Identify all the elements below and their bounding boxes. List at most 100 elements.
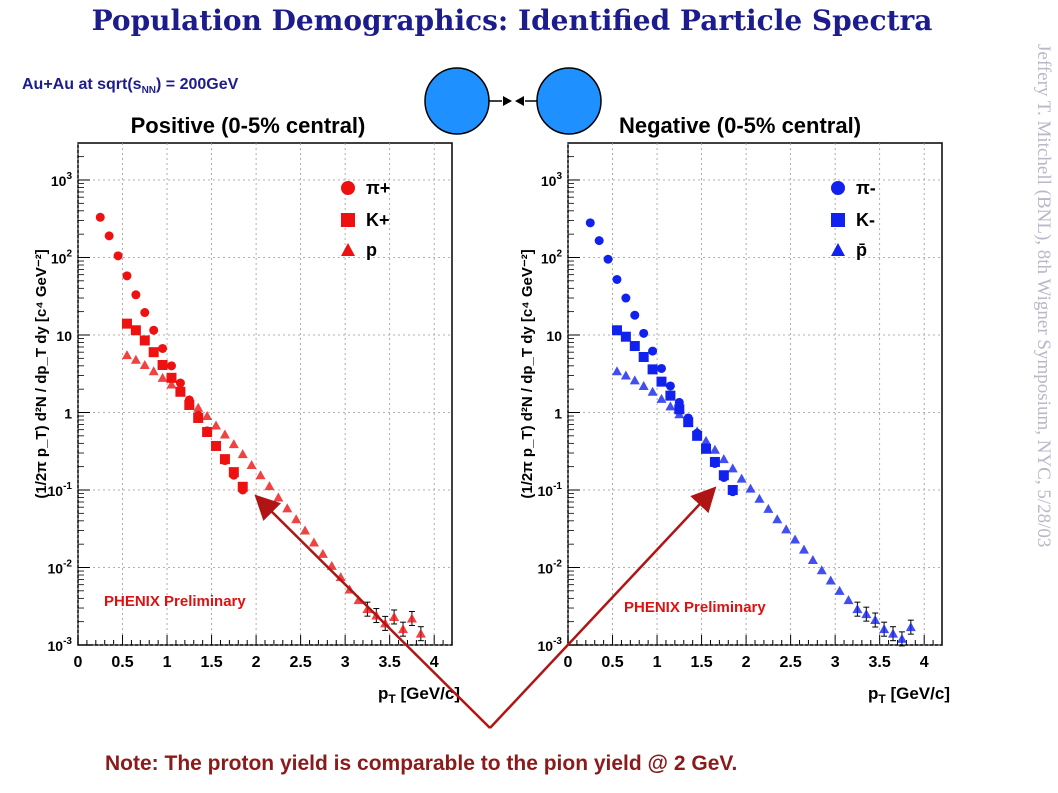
data-point-triangle bbox=[362, 604, 373, 614]
data-point-circle bbox=[665, 381, 675, 391]
data-point-circle bbox=[648, 346, 658, 356]
x-tick-label: 2.5 bbox=[289, 654, 311, 671]
data-point-square bbox=[139, 335, 150, 346]
chart-panel-right: Negative (0-5% central) 0 0.5 1 1.5 2 2.5 3 3.5 4… bbox=[519, 113, 950, 706]
data-point-circle bbox=[140, 308, 150, 318]
data-point-square bbox=[121, 318, 132, 329]
data-point-triangle bbox=[611, 366, 622, 376]
data-point-triangle bbox=[148, 366, 159, 376]
data-point-square bbox=[193, 412, 204, 423]
y-axis-label: (1/2π p_T) d²N / dp_T dy [c⁴ GeV⁻²] bbox=[33, 249, 50, 498]
data-point-triangle bbox=[166, 379, 177, 389]
data-point-circle bbox=[621, 293, 631, 303]
data-point-triangle bbox=[888, 628, 899, 638]
legend-marker-circle bbox=[341, 181, 355, 195]
data-point-square bbox=[692, 430, 703, 441]
data-point-triangle bbox=[665, 401, 676, 411]
data-point-square bbox=[629, 341, 640, 352]
series-square-left bbox=[121, 318, 248, 492]
data-point-triangle bbox=[807, 554, 818, 564]
data-point-triangle bbox=[709, 444, 720, 454]
data-point-triangle bbox=[861, 609, 872, 619]
data-point-triangle bbox=[843, 595, 854, 605]
slide-title: Population Demographics: Identified Part… bbox=[91, 4, 933, 37]
data-point-triangle bbox=[228, 439, 239, 449]
legend-label: π+ bbox=[366, 178, 390, 198]
data-point-triangle bbox=[398, 624, 409, 634]
data-point-square bbox=[718, 470, 729, 481]
data-point-triangle bbox=[772, 514, 783, 524]
data-point-triangle bbox=[291, 514, 302, 524]
data-point-square bbox=[202, 427, 213, 438]
data-point-circle bbox=[657, 363, 666, 373]
data-point-triangle bbox=[184, 394, 195, 404]
data-point-square bbox=[157, 359, 168, 370]
subtitle-subscript: NN bbox=[141, 85, 157, 97]
data-point-square bbox=[211, 440, 222, 451]
y-tick-label: 10-2 bbox=[538, 558, 563, 576]
attraction-arrow-left-head bbox=[515, 96, 524, 106]
data-point-square bbox=[237, 481, 248, 492]
data-point-triangle bbox=[674, 409, 685, 419]
legend-label: K+ bbox=[366, 210, 390, 230]
x-tick-label: 2 bbox=[252, 654, 261, 671]
panel-title: Positive (0-5% central) bbox=[131, 113, 366, 138]
x-tick-label: 1.5 bbox=[200, 654, 222, 671]
x-tick-label: 1 bbox=[163, 654, 172, 671]
data-point-triangle bbox=[130, 354, 141, 364]
data-point-triangle bbox=[683, 417, 694, 427]
data-point-triangle bbox=[264, 481, 275, 491]
conclusion-note: Note: The proton yield is comparable to … bbox=[105, 752, 738, 775]
data-point-triangle bbox=[629, 375, 640, 385]
data-point-circle bbox=[167, 361, 176, 371]
x-tick-label: 0 bbox=[564, 654, 573, 671]
data-point-triangle bbox=[219, 429, 230, 439]
y-tick-label: 10-2 bbox=[48, 558, 73, 576]
data-point-square bbox=[709, 456, 720, 467]
data-point-circle bbox=[131, 290, 141, 300]
data-point-circle bbox=[612, 274, 622, 284]
plot-frame bbox=[77, 142, 453, 646]
x-tick-label: 3 bbox=[831, 654, 840, 671]
data-point-triangle bbox=[825, 575, 836, 585]
data-point-triangle bbox=[317, 548, 328, 558]
data-point-circle bbox=[585, 218, 595, 228]
data-point-triangle bbox=[255, 470, 266, 480]
x-tick-label: 3 bbox=[341, 654, 350, 671]
legend-label: p bbox=[366, 240, 377, 260]
data-point-triangle bbox=[237, 449, 248, 459]
data-point-triangle bbox=[389, 611, 400, 621]
data-point-square bbox=[611, 325, 622, 336]
data-point-triangle bbox=[718, 454, 729, 464]
data-point-triangle bbox=[834, 585, 845, 595]
y-tick-label: 10-3 bbox=[48, 636, 73, 654]
y-tick-label: 10 bbox=[56, 328, 72, 344]
legend-marker-circle bbox=[831, 181, 845, 195]
x-tick-label: 4 bbox=[430, 654, 439, 671]
series-triangle-right bbox=[611, 366, 916, 647]
subtitle-prefix: Au+Au at sqrt(s bbox=[22, 76, 142, 93]
panel-title: Negative (0-5% central) bbox=[619, 113, 861, 138]
data-point-triangle bbox=[406, 613, 417, 623]
data-point-circle bbox=[122, 271, 132, 281]
y-tick-label: 10 bbox=[546, 328, 562, 344]
data-point-triangle bbox=[202, 411, 213, 421]
data-point-triangle bbox=[308, 537, 319, 547]
data-point-triangle bbox=[727, 463, 738, 473]
x-tick-label: 0.5 bbox=[111, 654, 133, 671]
data-point-triangle bbox=[211, 420, 222, 430]
data-point-square bbox=[727, 484, 738, 495]
data-point-square bbox=[228, 467, 239, 478]
y-tick-label: 102 bbox=[541, 248, 563, 266]
x-tick-label: 2 bbox=[742, 654, 751, 671]
y-axis-label: (1/2π p_T) d²N / dp_T dy [c⁴ GeV⁻²] bbox=[519, 249, 536, 498]
data-point-circle bbox=[158, 343, 168, 353]
data-point-triangle bbox=[415, 628, 426, 638]
arrow-to-right-crossing bbox=[489, 486, 717, 729]
x-tick-label: 1.5 bbox=[690, 654, 712, 671]
chart-panel-left: Positive (0-5% central) 0 0.5 1 1.5 2 2.5 3 3.5 4… bbox=[33, 113, 460, 706]
author-footer-vertical: Jeffery T. Mitchell (BNL), 8th Wigner Sy… bbox=[1033, 44, 1054, 548]
data-point-circle bbox=[603, 254, 613, 264]
y-tick-label: 102 bbox=[51, 248, 73, 266]
y-tick-label: 10-1 bbox=[48, 481, 73, 499]
